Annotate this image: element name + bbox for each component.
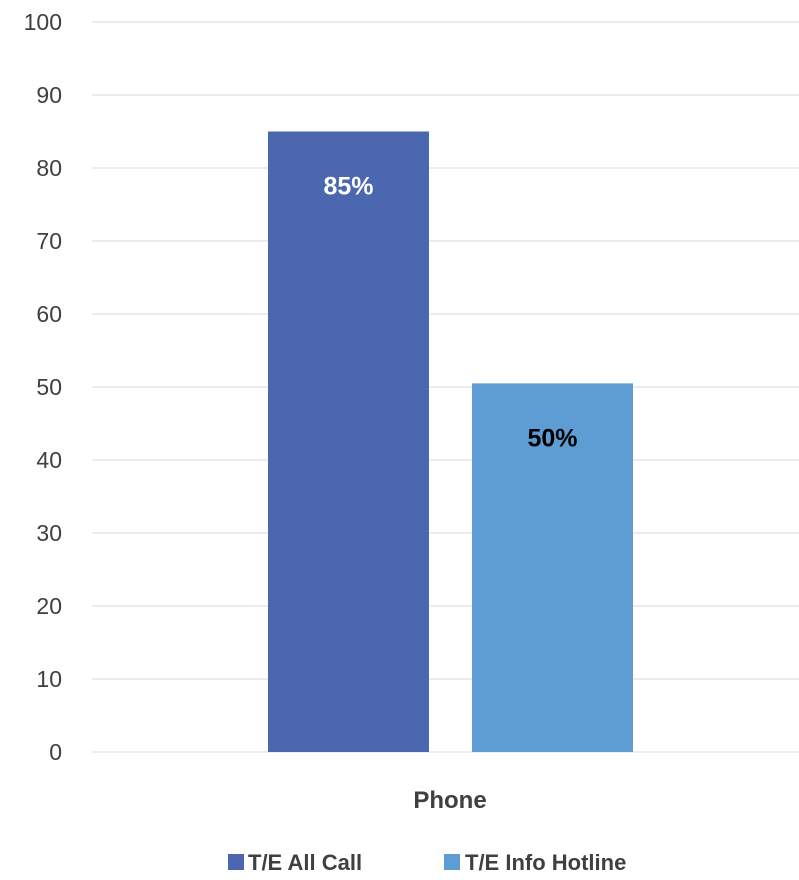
y-tick-label-10: 10 bbox=[36, 666, 62, 692]
y-tick-label-90: 90 bbox=[36, 82, 62, 108]
y-tick-label-50: 50 bbox=[36, 374, 62, 400]
bar-t-e-all-call bbox=[268, 131, 429, 752]
y-tick-label-60: 60 bbox=[36, 301, 62, 327]
y-tick-label-0: 0 bbox=[49, 739, 62, 765]
y-tick-label-100: 100 bbox=[24, 9, 62, 35]
y-axis-tick-labels: 0 10 20 30 40 50 60 70 80 90 100 bbox=[24, 9, 62, 765]
gridlines bbox=[92, 21, 799, 753]
data-label-t-e-all-call: 85% bbox=[323, 173, 373, 201]
data-label-t-e-info-hotline: 50% bbox=[527, 424, 577, 452]
data-labels: 85% 50% bbox=[323, 173, 577, 453]
legend-label-t-e-info-hotline: T/E Info Hotline bbox=[465, 850, 626, 875]
legend-swatch-t-e-info-hotline bbox=[444, 854, 460, 870]
y-tick-label-80: 80 bbox=[36, 155, 62, 181]
bar-t-e-info-hotline bbox=[472, 383, 633, 752]
x-category-label: Phone bbox=[413, 787, 486, 814]
bars bbox=[268, 131, 633, 752]
y-tick-label-70: 70 bbox=[36, 228, 62, 254]
x-axis-category-labels: Phone bbox=[413, 787, 486, 814]
y-tick-label-40: 40 bbox=[36, 447, 62, 473]
legend-label-t-e-all-call: T/E All Call bbox=[248, 850, 362, 875]
y-tick-label-30: 30 bbox=[36, 520, 62, 546]
y-tick-label-20: 20 bbox=[36, 593, 62, 619]
legend-swatch-t-e-all-call bbox=[228, 854, 244, 870]
legend: T/E All Call T/E Info Hotline bbox=[228, 850, 626, 875]
